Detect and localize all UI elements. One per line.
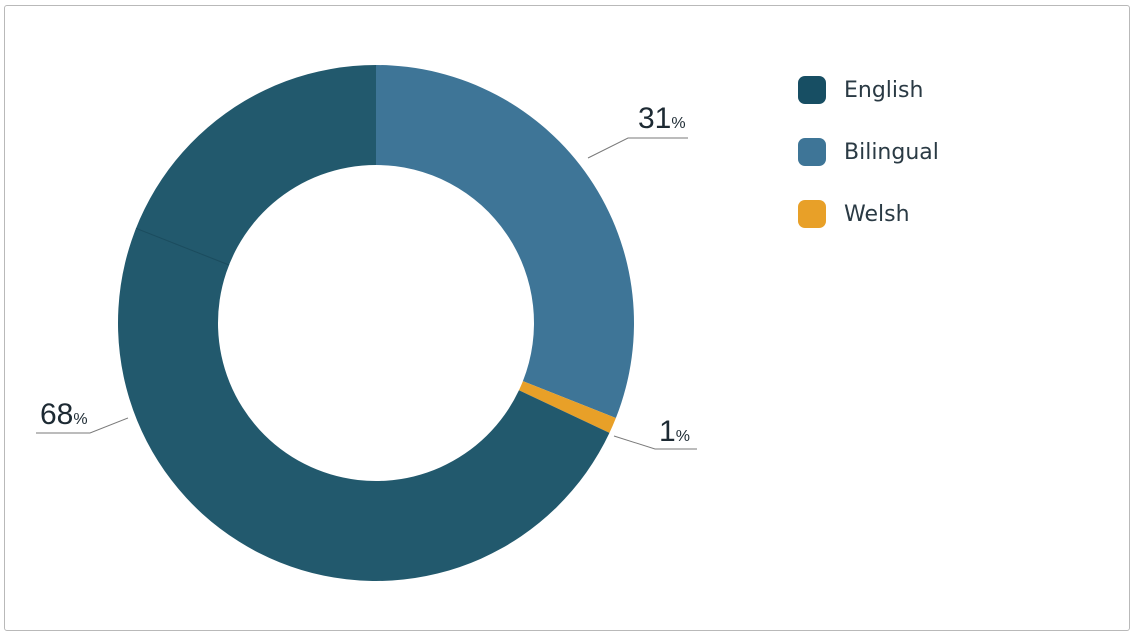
chart-legend: English Bilingual Welsh — [798, 74, 939, 260]
legend-label-welsh: Welsh — [844, 201, 910, 227]
slice-english[interactable] — [118, 65, 610, 582]
legend-item-english[interactable]: English — [798, 74, 939, 106]
data-labels: 31% 1% 68% — [36, 102, 697, 450]
slice-seam — [135, 227, 230, 266]
chart-frame — [4, 5, 1130, 631]
slice-bilingual[interactable] — [376, 65, 634, 418]
data-label-welsh: 1% — [659, 415, 690, 448]
data-label-english: 68% — [40, 398, 88, 431]
legend-item-welsh[interactable]: Welsh — [798, 198, 939, 230]
legend-label-bilingual: Bilingual — [844, 139, 939, 165]
legend-item-bilingual[interactable]: Bilingual — [798, 136, 939, 168]
legend-label-english: English — [844, 77, 924, 103]
slice-welsh[interactable] — [518, 381, 616, 433]
data-label-bilingual: 31% — [638, 102, 686, 135]
legend-swatch-bilingual — [798, 138, 826, 166]
label-leader-welsh — [613, 435, 697, 450]
legend-swatch-welsh — [798, 200, 826, 228]
label-leader-bilingual — [587, 137, 688, 159]
legend-swatch-english — [798, 76, 826, 104]
label-leader-english — [36, 417, 129, 434]
donut-slices — [118, 65, 634, 582]
